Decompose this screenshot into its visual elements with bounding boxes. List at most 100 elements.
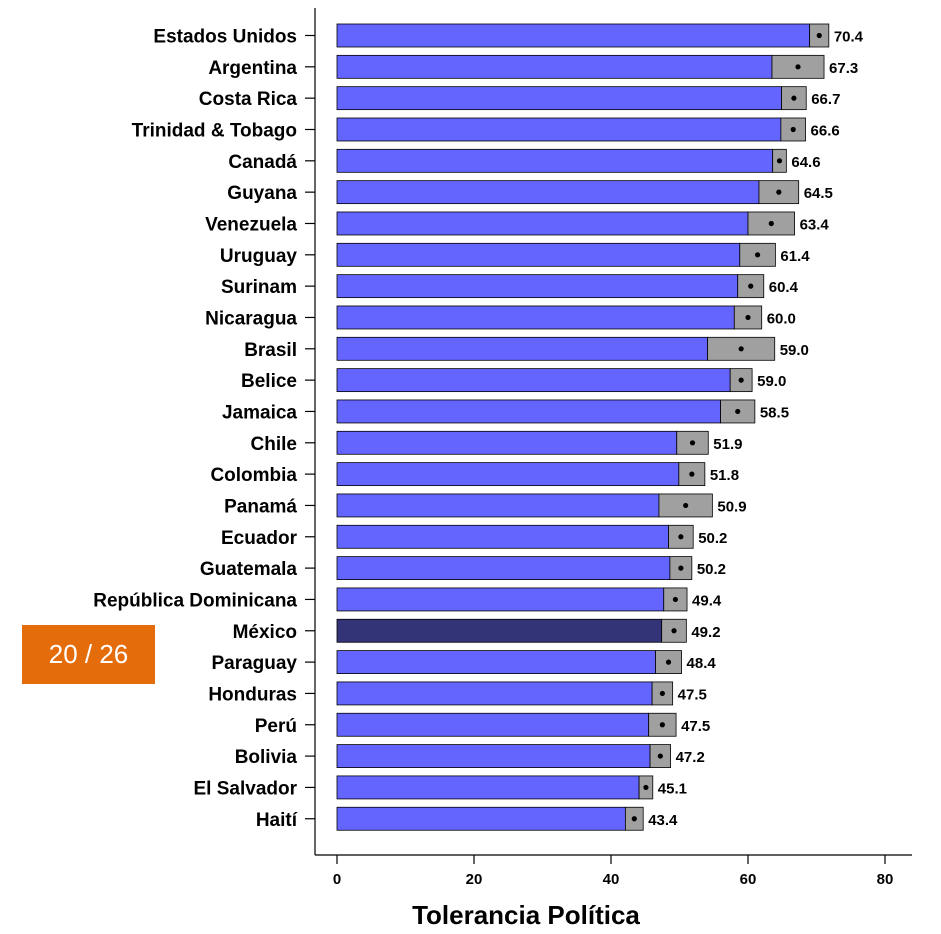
category-label: Trinidad & Tobago <box>132 120 297 141</box>
value-label: 59.0 <box>757 373 786 390</box>
mean-point <box>659 690 665 697</box>
category-label: Brasil <box>244 340 297 361</box>
slide-counter-badge: 20 / 26 <box>22 625 155 684</box>
mean-point <box>671 628 677 634</box>
category-label: Argentina <box>208 58 297 79</box>
category-label: Panamá <box>224 496 297 517</box>
x-tick-label: 60 <box>740 871 757 888</box>
bar <box>336 493 660 518</box>
value-label: 49.4 <box>692 592 722 609</box>
mean-point <box>689 440 696 446</box>
bar <box>336 524 669 549</box>
value-label: 51.8 <box>710 467 739 484</box>
mean-point <box>631 816 637 822</box>
category-label: República Dominicana <box>93 590 297 611</box>
bar <box>336 117 782 142</box>
bar <box>336 556 671 581</box>
bar <box>336 744 651 768</box>
value-label: 45.1 <box>658 780 687 797</box>
category-label: Estados Unidos <box>153 27 297 48</box>
mean-point <box>738 377 744 383</box>
x-tick-label: 40 <box>603 871 620 888</box>
category-label: Jamaica <box>222 402 297 423</box>
category-label: Canadá <box>228 152 297 173</box>
category-label: Perú <box>255 716 297 737</box>
category-label: Costa Rica <box>199 89 298 110</box>
value-label: 47.2 <box>676 749 705 766</box>
category-label: Haití <box>256 810 298 831</box>
bar <box>336 618 663 643</box>
bar <box>336 180 760 205</box>
x-axis-title: Tolerancia Política <box>412 900 640 930</box>
axes-layer <box>305 8 912 864</box>
mean-point <box>678 534 684 540</box>
category-label: Paraguay <box>211 653 297 674</box>
mean-point <box>643 784 649 791</box>
mean-point <box>683 502 689 509</box>
category-label: México <box>233 622 297 643</box>
x-tick-label: 20 <box>466 871 483 888</box>
mean-point <box>665 659 672 665</box>
bar <box>336 650 656 674</box>
bar <box>336 23 811 48</box>
x-tick-label: 0 <box>333 871 341 888</box>
category-label: Bolivia <box>235 747 298 768</box>
mean-point <box>776 189 782 195</box>
category-label: Colombia <box>210 465 297 486</box>
value-label: 47.5 <box>678 686 707 703</box>
category-label: Nicaragua <box>205 308 297 329</box>
value-label: 63.4 <box>800 216 830 233</box>
bar <box>336 368 731 393</box>
category-label: Belice <box>241 371 297 392</box>
labels-layer: Estados Unidos 70.4 Argentina 67.3 Costa Ric… <box>93 27 893 889</box>
mean-point <box>768 220 774 227</box>
value-label: 60.4 <box>769 279 799 296</box>
category-label: Honduras <box>208 684 297 705</box>
bar <box>336 54 773 79</box>
bar <box>336 148 774 173</box>
value-label: 47.5 <box>681 718 710 735</box>
bar <box>336 211 749 236</box>
value-label: 50.2 <box>697 561 726 578</box>
category-label: El Salvador <box>194 778 298 799</box>
value-label: 70.4 <box>834 29 864 46</box>
mean-point <box>776 158 783 164</box>
bar <box>336 336 708 361</box>
bar <box>336 806 626 831</box>
bar <box>336 242 741 267</box>
value-label: 66.6 <box>811 122 840 139</box>
value-label: 43.4 <box>648 812 678 829</box>
category-label: Venezuela <box>205 214 297 235</box>
value-label: 58.5 <box>760 404 789 421</box>
mean-point <box>672 596 678 603</box>
bars-layer <box>336 23 830 831</box>
bar <box>336 681 653 706</box>
category-label: Guatemala <box>200 559 298 580</box>
mean-point <box>659 722 665 728</box>
bar <box>336 430 678 455</box>
value-label: 50.9 <box>717 498 746 515</box>
value-label: 51.9 <box>713 436 742 453</box>
category-label: Uruguay <box>220 246 298 267</box>
mean-point <box>791 95 797 101</box>
value-label: 67.3 <box>829 60 858 77</box>
mean-point <box>748 283 754 289</box>
value-label: 64.5 <box>804 185 833 202</box>
value-label: 50.2 <box>698 530 727 547</box>
mean-point <box>678 565 684 571</box>
bar <box>336 462 680 487</box>
mean-point <box>754 252 761 258</box>
value-label: 59.0 <box>780 342 809 359</box>
bar <box>336 86 782 111</box>
mean-point <box>795 64 801 70</box>
value-label: 48.4 <box>687 655 717 672</box>
mean-point <box>735 408 741 415</box>
mean-point <box>738 346 744 352</box>
bar <box>336 305 735 330</box>
value-label: 60.0 <box>767 310 796 327</box>
value-label: 61.4 <box>780 248 810 265</box>
value-label: 64.6 <box>791 154 820 171</box>
value-label: 66.7 <box>811 91 840 108</box>
bar <box>336 274 739 299</box>
